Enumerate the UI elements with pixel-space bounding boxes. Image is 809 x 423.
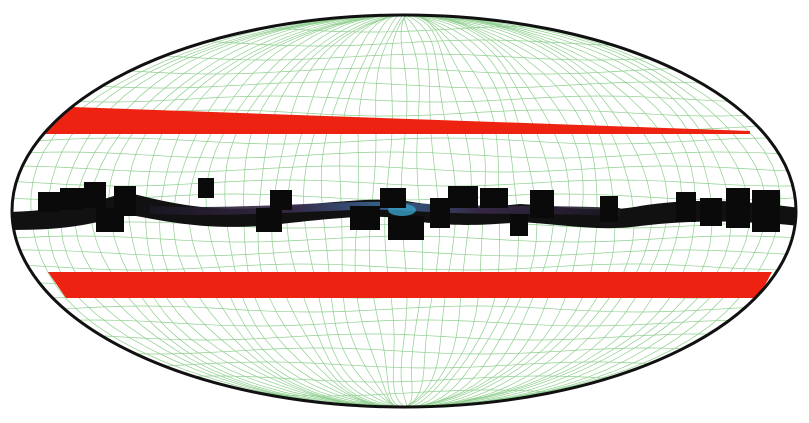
grid-parallel bbox=[12, 263, 796, 271]
map-outline bbox=[10, 13, 798, 409]
grid-parallel bbox=[12, 347, 796, 355]
grid-parallel bbox=[12, 319, 796, 327]
grid-parallel bbox=[12, 151, 796, 159]
lower-band bbox=[48, 272, 772, 298]
grid-parallel bbox=[12, 179, 796, 187]
galactic-plane bbox=[12, 178, 796, 240]
grid-parallel bbox=[12, 81, 796, 89]
grid-parallel bbox=[12, 333, 796, 341]
grid-parallel bbox=[12, 137, 796, 145]
grid-parallel bbox=[12, 305, 796, 313]
grid-parallel bbox=[12, 67, 796, 75]
grid-parallel bbox=[12, 95, 796, 103]
excluded-bands bbox=[44, 107, 772, 298]
upper-band bbox=[44, 107, 750, 134]
grid-parallel bbox=[12, 249, 796, 257]
grid-parallel bbox=[12, 165, 796, 173]
masked-pixels bbox=[38, 178, 780, 240]
